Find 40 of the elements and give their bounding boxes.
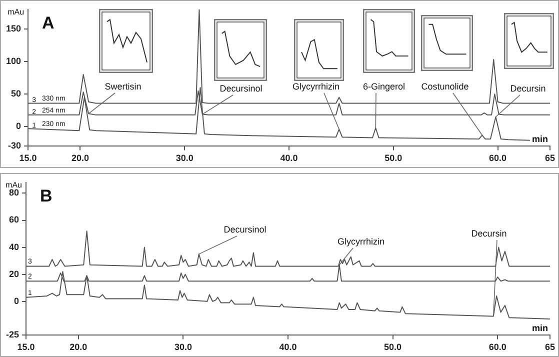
y-tick-label: 150 bbox=[6, 23, 22, 34]
annotation: Swertisin bbox=[104, 81, 142, 92]
x-axis-title: min bbox=[532, 134, 548, 144]
x-tick-label: 50.0 bbox=[384, 153, 402, 164]
x-tick-label: 50.0 bbox=[384, 342, 402, 352]
y-axis-title: mAu bbox=[6, 180, 22, 190]
annotation: Decursinol bbox=[220, 83, 262, 94]
y-tick-label: 40 bbox=[8, 242, 20, 252]
y-tick-label: -25 bbox=[6, 330, 20, 340]
x-tick-label: 40.0 bbox=[279, 342, 297, 352]
annotation: Glycyrrhizin bbox=[292, 81, 340, 92]
y-tick-label: 20 bbox=[8, 268, 20, 279]
annotation: Decursin bbox=[510, 83, 546, 94]
annotation: Costunolide bbox=[421, 81, 469, 92]
y-tick-label: 0 bbox=[16, 121, 22, 132]
x-tick-label: 65 bbox=[544, 342, 555, 352]
x-tick-label: 65 bbox=[544, 153, 555, 164]
chart-title: B bbox=[40, 186, 52, 206]
annotation: 6-Gingerol bbox=[362, 81, 406, 92]
x-tick-label: 15.0 bbox=[17, 342, 35, 352]
y-tick-label: 50 bbox=[11, 88, 22, 99]
x-tick-label: 40.0 bbox=[280, 153, 298, 164]
x-tick-label: 15.0 bbox=[19, 153, 37, 164]
y-tick-label: 60 bbox=[8, 214, 20, 225]
x-tick-label: 20.0 bbox=[71, 153, 89, 164]
y-tick-label: 80 bbox=[8, 188, 20, 198]
annotation: Decursinol bbox=[224, 224, 266, 234]
x-tick-label: 20.0 bbox=[70, 342, 88, 352]
x-tick-label: 30.0 bbox=[176, 153, 194, 164]
x-tick-label: 60.0 bbox=[488, 342, 506, 352]
y-tick-label: -30 bbox=[8, 140, 22, 151]
y-tick-label: 100 bbox=[6, 56, 22, 66]
y-axis-title: mAu bbox=[8, 8, 24, 17]
chart-title: A bbox=[42, 14, 54, 33]
annotation: Glycyrrhizin bbox=[337, 236, 385, 246]
annotation: Decursin bbox=[471, 228, 507, 238]
y-tick-label: 0 bbox=[14, 296, 20, 306]
x-tick-label: 30.0 bbox=[174, 342, 192, 352]
x-axis-title: min bbox=[532, 323, 548, 334]
x-tick-label: 60.0 bbox=[489, 153, 507, 164]
